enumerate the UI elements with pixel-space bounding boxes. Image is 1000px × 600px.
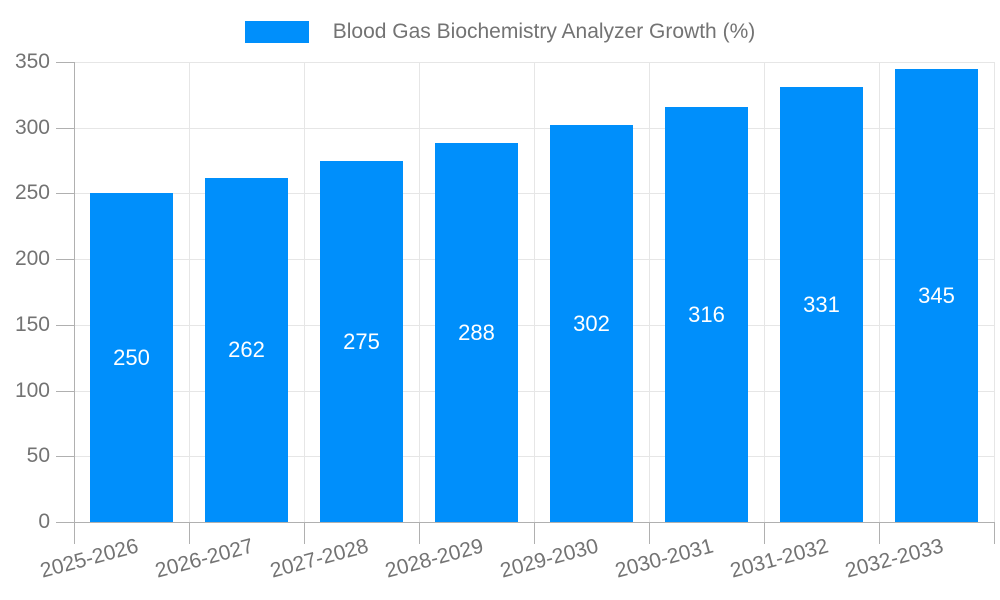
gridline-vertical: [534, 62, 535, 522]
bar[interactable]: 250: [90, 193, 173, 522]
gridline-vertical: [304, 62, 305, 522]
y-axis-tick: [56, 193, 74, 195]
y-axis-tick-label: 150: [14, 312, 50, 336]
bar[interactable]: 316: [665, 107, 748, 522]
bar[interactable]: 275: [320, 161, 403, 522]
y-axis-tick: [56, 62, 74, 63]
y-axis-tick-label: 100: [14, 378, 50, 402]
x-axis-tick: [304, 522, 305, 544]
y-axis-tick: [56, 456, 74, 458]
legend-swatch-icon: [244, 21, 309, 43]
chart-legend: Blood Gas Biochemistry Analyzer Growth (…: [0, 20, 1000, 44]
plot-area: 250 262 275 288 302 316 331 345: [74, 62, 995, 522]
bar-value-label: 250: [113, 344, 150, 370]
x-axis-tick: [879, 522, 880, 544]
bar[interactable]: 262: [205, 178, 288, 522]
bar-value-label: 302: [573, 310, 610, 336]
x-axis-tick: [649, 522, 650, 544]
bar-value-label: 288: [458, 319, 495, 345]
gridline-vertical: [879, 62, 880, 522]
bar[interactable]: 331: [780, 87, 863, 522]
x-axis-line: [64, 522, 994, 523]
bar[interactable]: 302: [550, 125, 633, 522]
bar-value-label: 262: [228, 337, 265, 362]
y-axis-tick: [56, 259, 74, 261]
y-axis-tick: [56, 522, 74, 523]
legend-label: Blood Gas Biochemistry Analyzer Growth (…: [332, 20, 756, 43]
y-axis-tick-label: 200: [14, 247, 50, 271]
gridline-vertical: [994, 62, 995, 522]
bar-value-label: 331: [803, 291, 840, 317]
bar-value-label: 275: [343, 328, 380, 354]
bar-value-label: 345: [918, 282, 955, 308]
gridline-vertical: [419, 62, 420, 522]
gridline-vertical: [189, 62, 190, 522]
x-axis-tick: [419, 522, 420, 544]
y-axis-tick-label: 0: [38, 510, 50, 533]
y-axis-tick-label: 300: [14, 115, 50, 139]
x-axis-tick: [189, 522, 190, 544]
y-axis-line: [74, 62, 75, 544]
y-axis-tick-label: 350: [14, 50, 50, 73]
x-axis-tick: [74, 522, 75, 544]
bar[interactable]: 288: [435, 143, 518, 522]
x-axis-tick: [534, 522, 535, 544]
y-axis-tick: [56, 324, 74, 326]
y-axis-tick: [56, 390, 74, 392]
gridline-vertical: [764, 62, 765, 522]
bar[interactable]: 345: [895, 69, 978, 522]
x-axis-tick: [764, 522, 765, 544]
legend-item[interactable]: Blood Gas Biochemistry Analyzer Growth (…: [244, 20, 756, 44]
bar-value-label: 316: [688, 301, 725, 327]
y-axis-tick-label: 50: [26, 444, 50, 468]
x-axis-tick: [994, 522, 995, 544]
gridline-vertical: [649, 62, 650, 522]
y-axis-tick-label: 250: [14, 181, 50, 205]
y-axis-tick: [56, 127, 74, 129]
